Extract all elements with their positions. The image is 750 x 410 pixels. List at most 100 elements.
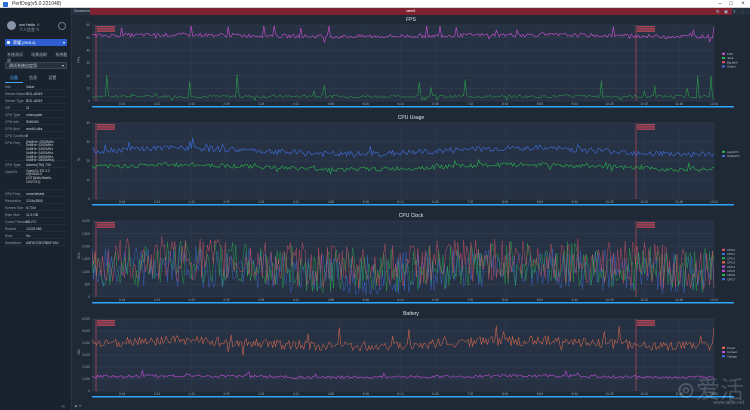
sidebar: xxx Hello ☆ 个人信息 ✎ 荣耀 (HM14) ▾ 系统测试 场景选取… [0, 8, 72, 410]
app-selector[interactable]: 测试系统自定用 ▾ [5, 62, 67, 69]
subnav-item[interactable]: 系统测试 [7, 52, 23, 57]
x-tick-label: 3:24 [258, 200, 264, 204]
x-tick-label: 0:16 [119, 298, 125, 302]
series-line [91, 158, 715, 175]
chart-cpu-clock[interactable]: CPU Clock 3,000 2,500 2,000 1,500 1,000 500 0 MH… [74, 213, 748, 309]
chart-svg: 6,000 5,000 4,000 3,000 2,000 1,000 0 mW 0:16 1:0… [77, 317, 737, 398]
maximize-icon[interactable]: □ [729, 1, 733, 7]
info-row: Cores Threaded 23.4°C [5, 218, 67, 225]
x-tick-label: 1:03 [154, 102, 160, 106]
y-tick-label: 3,000 [82, 353, 90, 357]
x-tick-label: 2:39 [223, 298, 229, 302]
watermark-logo: ⊚爱活 [675, 376, 744, 404]
x-tick-label: 12:04 [710, 298, 718, 302]
y-tick-label: 4,000 [82, 341, 90, 345]
info-key: CPU Info [5, 119, 19, 124]
legend-item: TotalCPU [727, 154, 740, 158]
subnav-item[interactable]: 场景选取 [31, 52, 48, 57]
chart-fps[interactable]: FPS 60 50 40 30 20 10 0 FPS 0:16 1:03 1:43 2:39 3:24 4… [74, 17, 748, 113]
x-tick-label: 8:16 [502, 200, 508, 204]
play-icon[interactable]: ▶ ⟳ [75, 404, 82, 408]
tab-info[interactable]: 信息 [29, 75, 38, 80]
x-tick-label: 1:43 [189, 392, 195, 396]
save-icon[interactable]: ▣ [723, 9, 729, 14]
session-list-button[interactable]: SessionList [74, 9, 92, 13]
settings-icon[interactable] [58, 22, 66, 30]
y-tick-label: 6,000 [82, 317, 90, 321]
legend-item: CPU6 [727, 273, 735, 277]
settings-icon[interactable]: ⚙ [715, 9, 720, 14]
x-tick-label: 1:03 [154, 200, 160, 204]
x-tick-label: 9:44 [572, 102, 578, 106]
phone-icon [7, 41, 10, 44]
y-tick-label: 1,500 [82, 257, 90, 261]
info-row: CPU Type unisocpale [5, 111, 67, 118]
info-key: Root [5, 233, 13, 238]
session-tab-active[interactable]: label1 [90, 8, 732, 15]
info-value: BOL-AN19 [26, 98, 43, 103]
info-row: CPU Info SM8450 [5, 118, 67, 125]
x-tick-label: 7:32 [467, 200, 473, 204]
y-tick-label: 2,000 [82, 365, 90, 369]
close-icon[interactable]: × [741, 1, 745, 7]
x-tick-label: 9:44 [572, 392, 578, 396]
x-tick-label: 7:32 [467, 392, 473, 396]
info-key: Cores Threaded [5, 219, 30, 224]
x-tick-label: 10:28 [606, 200, 614, 204]
y-tick-label: 0 [88, 389, 90, 393]
sub-nav: 系统测试 场景选取 系统截屏 [7, 52, 71, 64]
x-tick-label: 9:44 [572, 200, 578, 204]
x-tick-label: 12:04 [710, 392, 718, 396]
legend-item: CPU2 [727, 256, 735, 260]
x-tick-label: 3:24 [258, 298, 264, 302]
chart-battery[interactable]: Battery 6,000 5,000 4,000 3,000 2,000 1,000 0 mW… [74, 311, 748, 403]
info-row: GPU Freq none/details [5, 190, 67, 197]
info-row: SerialNum A3F6C23D7860F1A0 [5, 239, 67, 246]
avatar[interactable] [7, 21, 16, 30]
export-icon[interactable]: ⇪ [732, 9, 737, 14]
chart-scrollbar [92, 106, 734, 108]
legend-item: AppCPU [727, 150, 739, 154]
x-tick-label: 0:16 [119, 392, 125, 396]
info-row: CPU Freq [0xMHz~2200MHz 0xMHz~2200MHz 0xM… [5, 139, 67, 163]
chart-title: FPS [406, 17, 416, 23]
series-line [91, 236, 715, 290]
x-tick-label: 5:46 [363, 298, 369, 302]
x-tick-label: 10:28 [606, 298, 614, 302]
share-icon[interactable]: ⋖ [61, 404, 66, 410]
info-value: 1224x2800 [26, 198, 43, 203]
more-icon[interactable]: ⋮ [740, 9, 746, 14]
info-key: Resolution [5, 198, 22, 203]
info-value: none/details [26, 191, 45, 196]
tab-device[interactable]: 设备 [5, 75, 23, 83]
x-tick-label: 11:48 [675, 200, 683, 204]
info-key: Rooted [5, 226, 16, 231]
x-tick-label: 1:03 [154, 298, 160, 302]
legend-item: Power [727, 346, 736, 350]
legend-item: Stutter [727, 65, 736, 69]
info-key: CPU Type [5, 112, 21, 117]
tab-settings[interactable]: 设置 [48, 75, 57, 80]
chart-scrollbar [92, 204, 734, 206]
info-row: Resolution 1224x2800 [5, 197, 67, 204]
info-row: OpenGL OpenGL ES 3.2 V@0615.0 (GIT@d6c0ba… [5, 168, 67, 190]
x-tick-label: 4:58 [328, 102, 334, 106]
info-key: OpenGL [5, 169, 18, 174]
series-line [91, 25, 715, 44]
y-tick-label: 1,000 [82, 377, 90, 381]
x-tick-label: 2:39 [223, 200, 229, 204]
chart-scrollbar [92, 302, 734, 304]
info-value: OpenGL ES 3.2 V@0615.0 (GIT@d6c0ba0e, 10… [26, 168, 53, 184]
minimize-icon[interactable]: – [718, 1, 722, 7]
info-value: SM8450 [26, 119, 39, 124]
info-value: [0xMHz~2200MHz 0xMHz~2200MHz 0xMHz~2200M… [26, 139, 54, 163]
x-tick-label: 8:16 [502, 392, 508, 396]
device-selector[interactable]: 荣耀 (HM14) ▾ [5, 39, 67, 46]
x-tick-label: 8:59 [537, 298, 543, 302]
chart-cpu-usage[interactable]: CPU Usage 40 30 20 10 0% 0:16 1:03 1:43 2:39 3:24 4… [74, 115, 748, 211]
subnav-item[interactable]: 系统截屏 [7, 52, 68, 63]
x-tick-label: 4:11 [293, 392, 299, 396]
user-profile-link[interactable]: 个人信息 ✎ [19, 27, 40, 32]
info-row: Device Name BOL-AN19 [5, 90, 67, 97]
info-key: CPU Coreifurc [5, 133, 27, 138]
